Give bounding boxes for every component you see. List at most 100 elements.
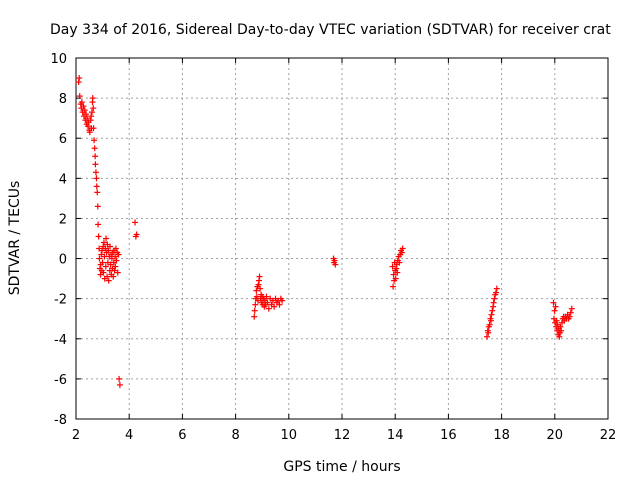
data-point xyxy=(553,317,560,324)
data-point xyxy=(91,145,98,152)
grid-layer xyxy=(76,58,608,419)
data-point xyxy=(276,301,283,308)
data-point xyxy=(105,277,112,284)
data-point xyxy=(253,293,260,300)
data-point xyxy=(264,299,271,306)
data-point xyxy=(93,183,100,190)
data-point xyxy=(251,313,258,320)
x-tick-label: 2 xyxy=(72,428,80,443)
data-point xyxy=(486,321,493,328)
data-point xyxy=(111,267,118,274)
data-point xyxy=(390,283,397,290)
data-point xyxy=(396,259,403,266)
data-point xyxy=(257,285,264,292)
data-point xyxy=(389,263,396,270)
data-point xyxy=(96,255,103,262)
x-tick-label: 22 xyxy=(600,428,617,443)
data-point xyxy=(493,289,500,296)
data-point xyxy=(558,327,565,334)
data-point xyxy=(485,329,492,336)
data-point xyxy=(102,245,109,252)
x-tick-label: 18 xyxy=(493,428,510,443)
data-point xyxy=(105,247,112,254)
data-point xyxy=(550,299,557,306)
data-point xyxy=(256,273,263,280)
y-tick-label: -8 xyxy=(54,413,67,428)
data-point xyxy=(115,251,122,258)
x-tick-label: 4 xyxy=(125,428,133,443)
data-point xyxy=(332,261,339,268)
data-point xyxy=(493,285,500,292)
data-point xyxy=(92,169,99,176)
y-tick-label: -2 xyxy=(54,293,67,308)
data-point xyxy=(112,245,119,252)
chart-title: Day 334 of 2016, Sidereal Day-to-day VTE… xyxy=(50,22,611,38)
x-tick-label: 16 xyxy=(440,428,457,443)
data-point xyxy=(83,111,90,118)
data-point xyxy=(265,305,272,312)
data-point xyxy=(108,255,115,262)
data-point xyxy=(394,269,401,276)
data-point xyxy=(107,261,114,268)
data-point xyxy=(390,271,397,278)
points-layer xyxy=(75,75,575,388)
data-point xyxy=(102,263,109,270)
data-point xyxy=(92,161,99,168)
data-point xyxy=(90,125,97,132)
data-point xyxy=(91,137,98,144)
data-point xyxy=(331,257,338,264)
data-point xyxy=(271,303,278,310)
data-point xyxy=(133,231,140,238)
data-point xyxy=(76,75,83,82)
data-point xyxy=(398,249,405,256)
data-point xyxy=(81,107,88,114)
y-tick-label: 10 xyxy=(50,52,67,67)
x-tick-label: 14 xyxy=(387,428,404,443)
data-point xyxy=(116,375,123,382)
data-point xyxy=(99,247,106,254)
data-point xyxy=(483,333,490,340)
data-point xyxy=(112,263,119,270)
data-point xyxy=(92,153,99,160)
data-point xyxy=(100,239,107,246)
data-point xyxy=(103,235,110,242)
data-point xyxy=(263,293,270,300)
y-axis-label: SDTVAR / TECUs xyxy=(7,181,23,296)
x-tick-label: 10 xyxy=(281,428,298,443)
x-tick-label: 8 xyxy=(231,428,239,443)
y-tick-label: -6 xyxy=(54,373,67,388)
data-point xyxy=(252,301,259,308)
data-point xyxy=(99,259,106,266)
data-point xyxy=(80,103,87,110)
y-tick-label: -4 xyxy=(54,333,67,348)
data-point xyxy=(94,203,101,210)
data-point xyxy=(95,221,102,228)
data-point xyxy=(114,269,121,276)
data-point xyxy=(78,99,85,106)
data-point xyxy=(488,311,495,318)
data-point xyxy=(392,275,399,282)
data-point xyxy=(568,305,575,312)
data-point xyxy=(491,295,498,302)
y-tick-label: 0 xyxy=(59,253,67,268)
data-point xyxy=(90,105,97,112)
data-point xyxy=(93,175,100,182)
data-point xyxy=(116,381,123,388)
data-point xyxy=(110,273,117,280)
data-point xyxy=(88,109,95,116)
data-point xyxy=(253,287,260,294)
data-point xyxy=(132,219,139,226)
tick-layer: 2 4 6 8 10 12 14 16 18 20 22 -8 -6 -4 -2 0 2 4 6 8 10 xyxy=(50,52,616,443)
y-tick-label: 8 xyxy=(59,92,67,107)
data-point xyxy=(94,189,101,196)
data-point xyxy=(487,317,494,324)
y-tick-label: 6 xyxy=(59,132,67,147)
data-point xyxy=(107,243,114,250)
data-point xyxy=(112,253,119,260)
x-tick-label: 12 xyxy=(334,428,351,443)
data-point xyxy=(489,307,496,314)
x-axis-label: GPS time / hours xyxy=(283,459,400,475)
data-point xyxy=(100,269,107,276)
plot-frame xyxy=(75,57,609,420)
